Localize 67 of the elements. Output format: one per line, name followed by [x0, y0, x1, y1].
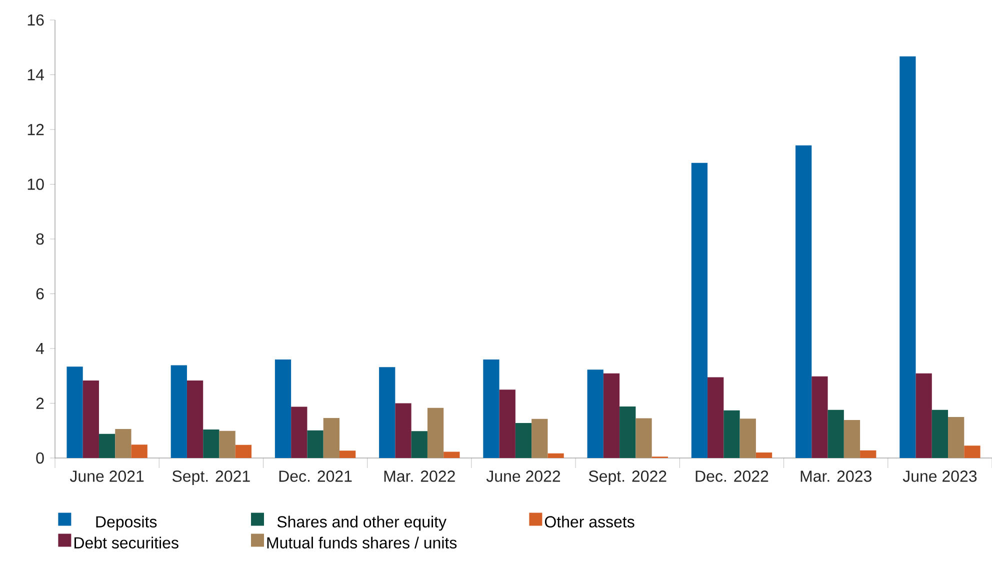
bar	[427, 408, 444, 458]
bar	[499, 390, 516, 458]
bar	[131, 444, 148, 458]
bar	[307, 430, 324, 458]
bar	[708, 377, 724, 458]
bar	[115, 428, 132, 458]
bar	[483, 359, 500, 458]
bar	[395, 403, 412, 458]
y-tick-label: 16	[28, 14, 44, 26]
bar	[844, 420, 860, 458]
bar	[756, 452, 772, 458]
bar	[691, 162, 708, 458]
bar	[323, 418, 340, 458]
bar	[291, 406, 308, 458]
x-tick-label: Sept. 2022	[588, 470, 666, 486]
legend-label: Other assets	[544, 516, 634, 528]
bar	[219, 430, 236, 458]
bar	[411, 431, 428, 458]
bar	[170, 365, 187, 458]
bar	[82, 380, 99, 458]
bar	[532, 418, 548, 458]
bar	[339, 450, 356, 458]
bar	[203, 430, 220, 458]
x-tick-label: Dec. 2021	[279, 470, 352, 482]
x-tick-label: Dec. 2022	[696, 470, 768, 482]
legend-label: Shares and other equity	[277, 516, 446, 531]
y-tick-label: 10	[28, 178, 44, 190]
legend-label: Mutual funds shares / units	[267, 536, 457, 548]
y-tick-label: 8	[36, 233, 44, 245]
bar	[948, 416, 964, 458]
y-tick-label: 12	[28, 124, 44, 136]
bar	[740, 418, 756, 458]
bar	[235, 444, 252, 458]
bar	[379, 367, 396, 458]
bar	[98, 434, 116, 458]
x-tick-label: Mar. 2023	[800, 470, 872, 482]
legend-label: Deposits	[96, 516, 157, 531]
bar	[860, 450, 876, 458]
y-tick-label: 14	[28, 69, 44, 80]
bar	[548, 453, 564, 458]
bar	[186, 380, 204, 458]
x-tick-label: Mar. 2022	[384, 470, 455, 482]
bar	[274, 359, 292, 458]
bar	[636, 418, 652, 458]
bar	[916, 373, 932, 458]
bar	[796, 145, 812, 458]
bar	[828, 410, 844, 458]
x-tick-label: June 2021	[70, 470, 144, 482]
bar	[620, 406, 636, 458]
y-tick-label: 6	[36, 288, 44, 300]
bar	[724, 410, 740, 458]
y-tick-label: 2	[36, 398, 44, 409]
bar	[812, 376, 828, 458]
bar	[587, 370, 604, 458]
bar	[444, 452, 460, 458]
x-tick-label: Sept. 2021	[172, 470, 250, 486]
y-tick-label: 0	[36, 452, 44, 464]
bar	[66, 366, 83, 458]
bar	[932, 410, 948, 458]
bar	[964, 446, 980, 458]
legend-label: Debt securities	[74, 536, 178, 548]
y-tick-label: 4	[36, 342, 44, 354]
bar	[900, 56, 916, 458]
bar	[515, 422, 532, 458]
x-tick-label: June 2022	[486, 470, 560, 482]
bar	[603, 373, 620, 458]
x-tick-label: June 2023	[902, 470, 977, 482]
